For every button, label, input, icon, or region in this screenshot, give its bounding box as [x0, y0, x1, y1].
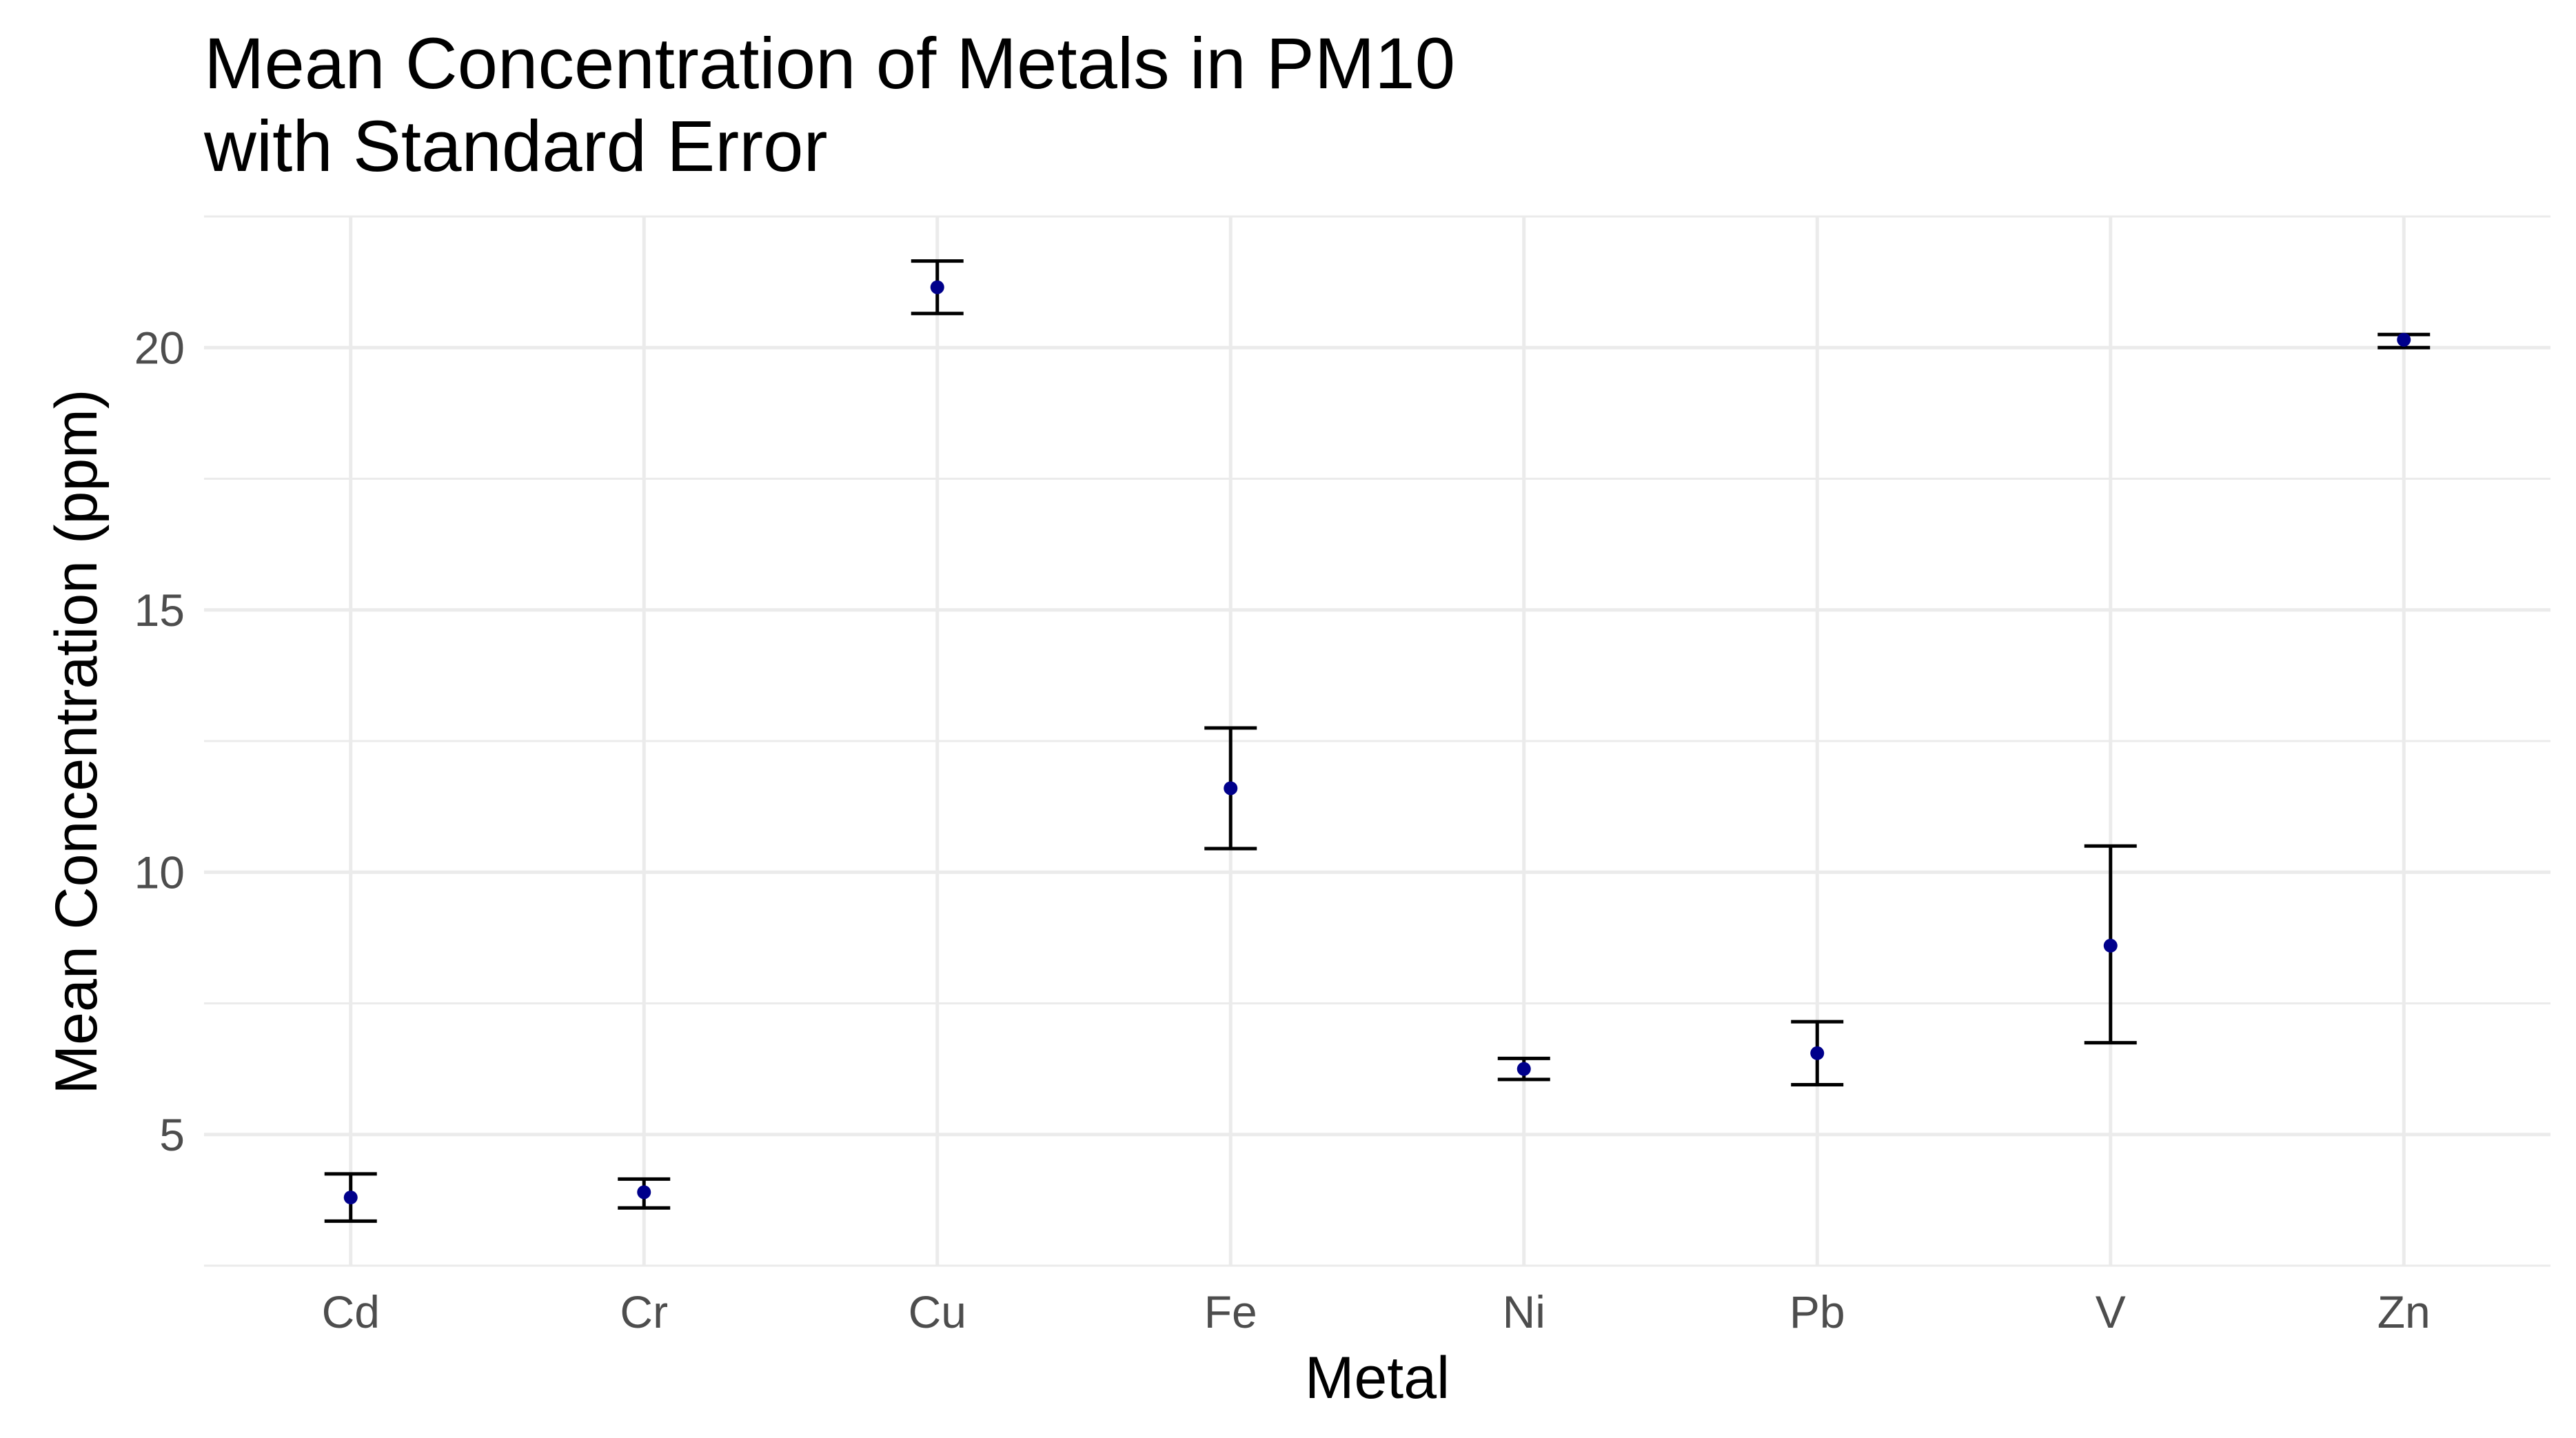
x-tick-label: Cd	[322, 1286, 380, 1337]
chart-title-line-1: Mean Concentration of Metals in PM10	[204, 23, 1455, 104]
x-tick-label: Ni	[1503, 1286, 1545, 1337]
data-point-zn	[2397, 333, 2411, 347]
data-point-ni	[1517, 1062, 1531, 1076]
data-point-pb	[1810, 1046, 1824, 1060]
data-point-fe	[1224, 781, 1237, 795]
y-tick-label: 15	[134, 585, 185, 636]
x-tick-label: Cr	[620, 1286, 668, 1337]
y-tick-label: 20	[134, 322, 185, 373]
x-tick-label: Cu	[909, 1286, 966, 1337]
data-point-cd	[344, 1191, 358, 1204]
x-tick-label: Pb	[1789, 1286, 1845, 1337]
y-tick-label: 5	[159, 1109, 185, 1160]
data-point-v	[2104, 939, 2118, 953]
data-point-cu	[931, 281, 944, 294]
x-tick-label: Fe	[1204, 1286, 1257, 1337]
x-axis-title: Metal	[1305, 1345, 1450, 1411]
data-point-cr	[637, 1185, 651, 1199]
y-axis-title: Mean Concentration (ppm)	[43, 389, 110, 1095]
x-tick-label: V	[2096, 1286, 2126, 1337]
y-tick-label: 10	[134, 847, 185, 898]
x-tick-label: Zn	[2377, 1286, 2431, 1337]
chart-title-line-2: with Standard Error	[203, 106, 828, 187]
